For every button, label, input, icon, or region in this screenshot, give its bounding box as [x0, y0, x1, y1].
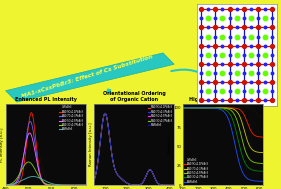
Legend: CsPbBr3, MA0.9Cs0.1PbBr3, MA0.7Cs0.3PbBr3, MA0.5Cs0.5PbBr3, MA0.3Cs0.7PbBr3, MAP: CsPbBr3, MA0.9Cs0.1PbBr3, MA0.7Cs0.3PbBr… [184, 158, 210, 184]
Polygon shape [6, 53, 174, 102]
Text: MA1-xCsxPbBr3: Effect of Cs Substitution: MA1-xCsxPbBr3: Effect of Cs Substitution [21, 54, 153, 99]
FancyArrowPatch shape [171, 70, 213, 81]
Text: Enhanced PL Intensity: Enhanced PL Intensity [15, 97, 77, 102]
Y-axis label: Raman Intensity [a.u.]: Raman Intensity [a.u.] [89, 123, 93, 166]
Y-axis label: PL Intensity [a.u.]: PL Intensity [a.u.] [0, 127, 4, 162]
Legend: CsPbBr3, MA0.9Cs0.1PbBr3, MA0.7Cs0.3PbBr3, MA0.5Cs0.5PbBr3, MA0.3Cs0.7PbBr3, MAP: CsPbBr3, MA0.9Cs0.1PbBr3, MA0.7Cs0.3PbBr… [59, 105, 85, 132]
Text: Higher Thermal Stability: Higher Thermal Stability [189, 97, 257, 102]
Text: Orientational Ordering
of Organic Cation: Orientational Ordering of Organic Cation [103, 91, 166, 102]
Y-axis label: Weight/%: Weight/% [168, 135, 172, 154]
Legend: MA0.9Cs0.1PbBr3, MA0.7Cs0.3PbBr3, MA0.5Cs0.5PbBr3, MA0.3Cs0.7PbBr3, MAPbBr3: MA0.9Cs0.1PbBr3, MA0.7Cs0.3PbBr3, MA0.5C… [147, 105, 173, 127]
